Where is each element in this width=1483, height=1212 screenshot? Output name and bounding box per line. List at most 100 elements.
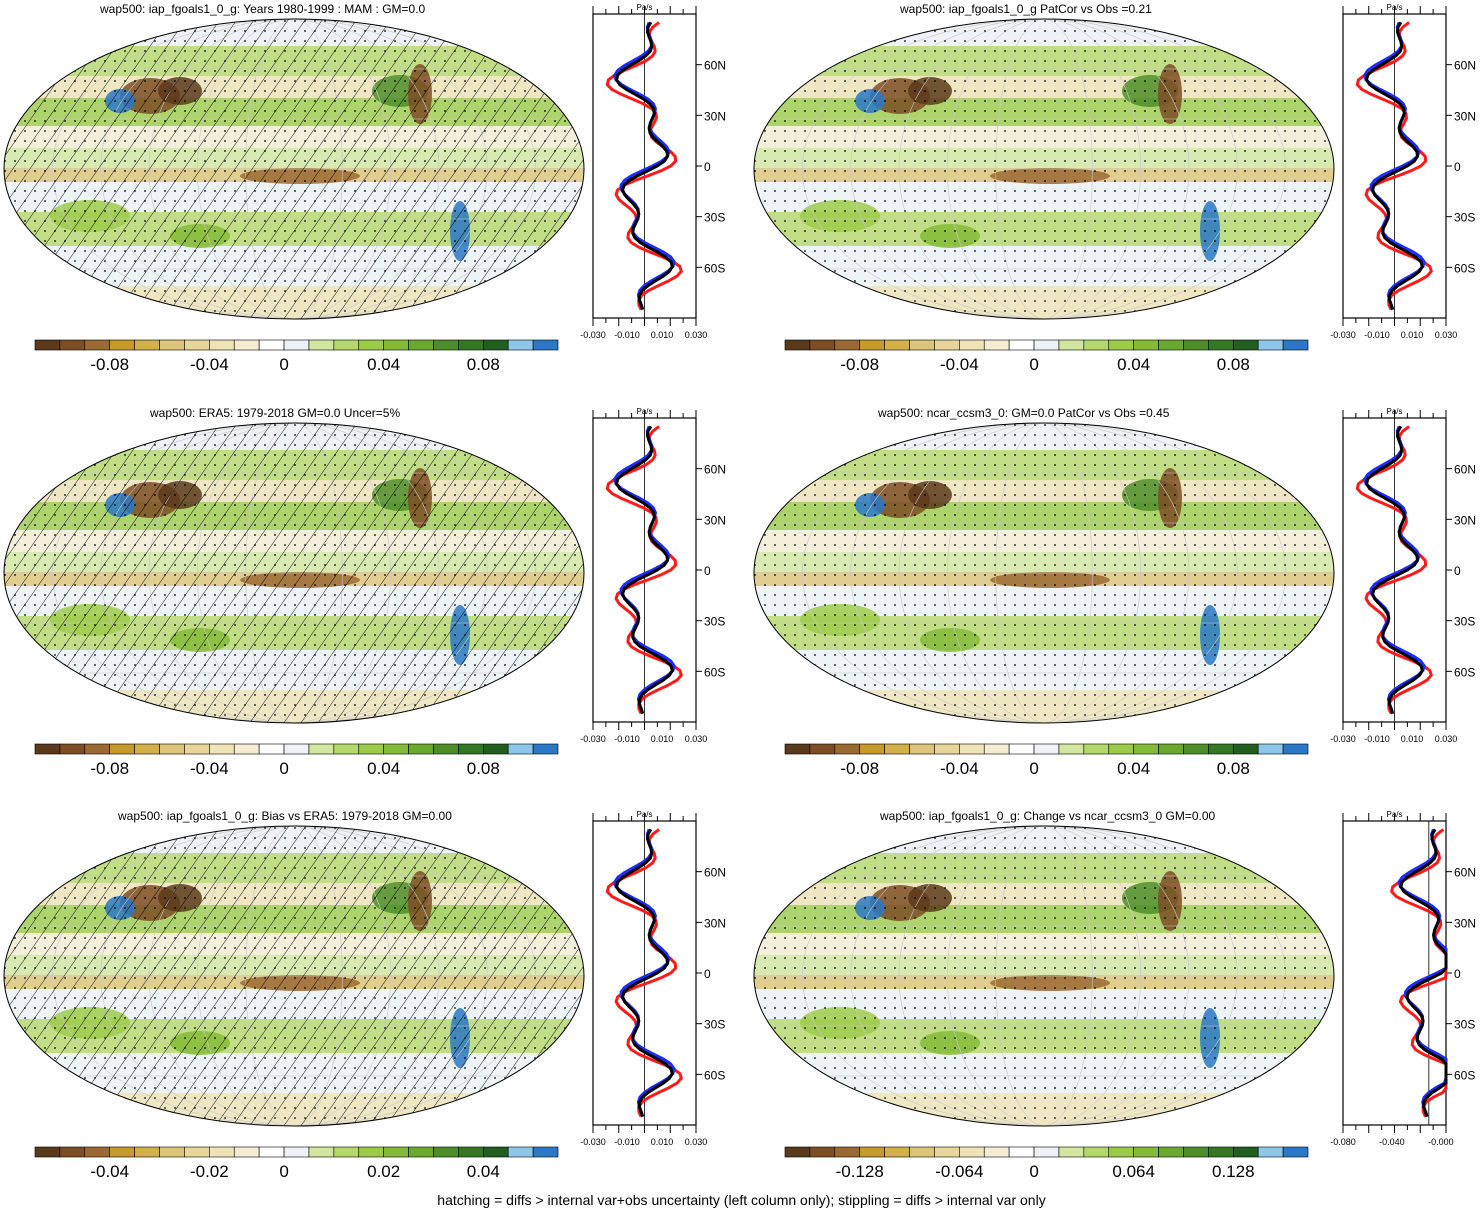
colorbar-swatch (159, 339, 185, 351)
colorbar-swatch (84, 339, 111, 351)
colorbar-swatch (1282, 743, 1309, 755)
colorbar-swatch (809, 743, 836, 755)
colorbar-swatch (1133, 339, 1159, 351)
colorbar-swatch (909, 1146, 935, 1158)
profile-curve (1364, 425, 1424, 715)
colorbar-swatch (934, 743, 960, 755)
colorbar-swatch (308, 743, 335, 755)
colorbar-swatch (1083, 743, 1110, 755)
colorbar-tick-label: 0 (279, 355, 288, 374)
colorbar-swatch (1282, 339, 1309, 351)
colorbar-swatch (1232, 1146, 1259, 1158)
colorbar-swatch (1257, 1146, 1284, 1158)
colorbar-swatch (233, 1146, 260, 1158)
colorbar-swatch (333, 1146, 360, 1158)
profile-x-tick-label: -0.030 (1330, 734, 1356, 744)
colorbar-swatch (1033, 743, 1060, 755)
colorbar-swatch (1008, 743, 1035, 755)
colorbar-tick-label: -0.08 (840, 759, 879, 778)
colorbar-swatch (333, 743, 360, 755)
profile-lat-label: 30N (1454, 513, 1476, 527)
colorbar-swatch (1083, 339, 1110, 351)
colorbar-swatch (1208, 339, 1234, 351)
colorbar-swatch (1108, 743, 1134, 755)
profile-x-tick-label: -0.030 (580, 330, 606, 340)
profile-curve (613, 21, 676, 310)
map-title: wap500: iap_fgoals1_0_g: Years 1980-1999… (100, 2, 426, 16)
colorbar-p2: -0.08 -0.04 0 0.04 0.08 (784, 339, 1309, 374)
profile-x-tick-label: -0.010 (1364, 330, 1390, 340)
colorbar-swatch (233, 743, 260, 755)
colorbar-swatch (983, 743, 1010, 755)
colorbar-swatch (884, 339, 910, 351)
colorbar-swatch (532, 339, 559, 351)
colorbar-swatch (834, 743, 861, 755)
profile-lat-label: 60S (1454, 1068, 1475, 1082)
colorbar-tick-label: 0.04 (367, 355, 400, 374)
colorbar-tick-label: 0.064 (1112, 1162, 1155, 1181)
profile-curve (1364, 21, 1424, 311)
profile-x-tick-label: 0.030 (1435, 734, 1458, 744)
colorbar-swatch (1183, 1146, 1209, 1158)
profile-lat-label: 60S (704, 261, 725, 275)
profile-lat-label: 0 (704, 160, 711, 174)
colorbar-swatch (1058, 339, 1085, 351)
colorbar-tick-label: -0.04 (190, 355, 229, 374)
colorbar-tick-label: -0.08 (90, 355, 129, 374)
colorbar-swatch (308, 339, 335, 351)
colorbar-swatch (1058, 1146, 1085, 1158)
colorbar-swatch (233, 339, 260, 351)
colorbar-swatch (59, 1146, 86, 1158)
colorbar-tick-label: 0.08 (1217, 759, 1250, 778)
colorbar-swatch (59, 339, 86, 351)
colorbar-swatch (1208, 743, 1234, 755)
colorbar-swatch (383, 743, 409, 755)
colorbar-tick-label: 0.04 (1117, 355, 1150, 374)
colorbar-swatch (258, 1146, 285, 1158)
footer-note: hatching = diffs > internal var+obs unce… (437, 1192, 1046, 1208)
profile-x-tick-label: 0.030 (685, 734, 708, 744)
colorbar-swatch (1158, 1146, 1184, 1158)
colorbar-tick-label: 0.04 (367, 759, 400, 778)
colorbar-tick-label: 0 (1029, 1162, 1038, 1181)
colorbar-swatch (482, 339, 509, 351)
colorbar-swatch (1133, 1146, 1159, 1158)
map-p3 (3, 422, 585, 724)
colorbar-swatch (1108, 1146, 1134, 1158)
colorbar-tick-label: -0.02 (190, 1162, 229, 1181)
profile-lat-label: 60N (704, 866, 726, 880)
colorbar-swatch (408, 1146, 434, 1158)
colorbar-swatch (1083, 1146, 1110, 1158)
colorbar-swatch (134, 1146, 160, 1158)
colorbar-swatch (909, 743, 935, 755)
colorbar-p5: -0.04 -0.02 0 0.02 0.04 (34, 1146, 559, 1181)
profile-lat-label: 30S (1454, 615, 1475, 629)
profile-lat-label: 60N (1454, 463, 1476, 477)
profile-lat-label: 30S (704, 1018, 725, 1032)
profile-lat-label: 0 (1454, 564, 1461, 578)
colorbar-swatch (784, 339, 811, 351)
colorbar-swatch (184, 743, 210, 755)
profile-x-tick-label: -0.010 (614, 330, 640, 340)
colorbar-swatch (34, 743, 61, 755)
profile-lat-label: 0 (704, 564, 711, 578)
colorbar-swatch (34, 339, 61, 351)
colorbar-p3: -0.08 -0.04 0 0.04 0.08 (34, 743, 559, 778)
colorbar-p4: -0.08 -0.04 0 0.04 0.08 (784, 743, 1309, 778)
colorbar-swatch (532, 743, 559, 755)
colorbar-swatch (934, 1146, 960, 1158)
profile-x-tick-label: 0.030 (1435, 330, 1458, 340)
map-title: wap500: ERA5: 1979-2018 GM=0.0 Uncer=5% (150, 406, 401, 420)
colorbar-swatch (1033, 339, 1060, 351)
colorbar-swatch (184, 1146, 210, 1158)
colorbar-swatch (834, 339, 861, 351)
colorbar-swatch (834, 1146, 861, 1158)
colorbar-swatch (1282, 1146, 1309, 1158)
profile-lat-label: 30S (1454, 1018, 1475, 1032)
profile-lat-label: 30S (1454, 211, 1475, 225)
colorbar-swatch (184, 339, 210, 351)
profile-lat-label: 60S (704, 1068, 725, 1082)
profile-x-tick-label: -0.080 (1330, 1137, 1356, 1147)
profile-curve (614, 425, 674, 715)
